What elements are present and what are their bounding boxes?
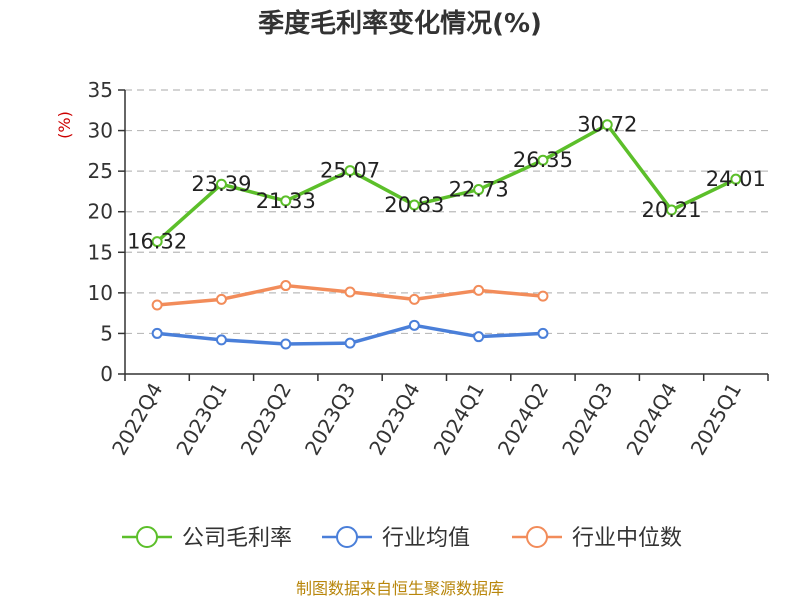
data-label: 23.39: [191, 172, 251, 196]
data-point: [344, 165, 356, 177]
series-1: [151, 319, 549, 350]
x-tick-label: 2024Q1: [429, 379, 489, 460]
legend-label: 行业均值: [382, 526, 470, 551]
legend-item: 行业中位数: [512, 526, 682, 551]
data-label: 26.35: [513, 148, 573, 172]
data-point: [537, 290, 549, 302]
series-line: [155, 122, 737, 243]
data-point: [280, 280, 292, 292]
legend-item: 公司毛利率: [122, 526, 292, 551]
y-axis-label: (%): [55, 111, 74, 139]
data-point: [344, 337, 356, 349]
data-label: 16.32: [127, 230, 187, 254]
y-tick-label: 15: [88, 240, 113, 264]
legend-marker: [336, 526, 358, 548]
data-point: [280, 195, 292, 207]
x-tick-label: 2023Q4: [364, 379, 424, 460]
data-label: 21.33: [256, 189, 316, 213]
data-label: 22.73: [449, 178, 509, 202]
x-tick-label: 2023Q2: [236, 379, 296, 460]
data-label: 30.72: [577, 113, 637, 137]
data-point: [151, 299, 163, 311]
data-point: [666, 204, 678, 216]
data-point: [408, 293, 420, 305]
data-label: 20.21: [641, 198, 701, 222]
y-tick-label: 30: [88, 119, 113, 143]
legend-marker: [136, 526, 158, 548]
y-tick-label: 25: [88, 159, 113, 183]
x-tick-label: 2023Q3: [300, 379, 360, 460]
x-tick-label: 2023Q1: [171, 379, 231, 460]
series-2: [151, 280, 549, 311]
chart-title: 季度毛利率变化情况(%): [258, 8, 542, 39]
data-point: [215, 293, 227, 305]
data-point: [473, 284, 485, 296]
data-point: [280, 338, 292, 350]
data-point: [408, 319, 420, 331]
y-tick-label: 20: [88, 200, 113, 224]
y-tick-label: 5: [100, 321, 113, 345]
data-point: [344, 286, 356, 298]
legend-marker: [526, 526, 548, 548]
y-tick-label: 0: [100, 362, 113, 386]
legend-label: 行业中位数: [572, 526, 682, 551]
x-tick-label: 2024Q4: [621, 379, 681, 460]
data-label-layer: 16.32 23.3921.3325.0720.8322.7326.3530.72…: [127, 113, 766, 254]
data-point: [151, 327, 163, 339]
y-tick-label: 35: [88, 78, 113, 102]
data-point: [537, 327, 549, 339]
series-0: [151, 119, 742, 248]
data-point: [537, 154, 549, 166]
series-layer: [151, 119, 742, 350]
x-tick-label: 2022Q4: [107, 379, 167, 460]
data-point: [408, 199, 420, 211]
x-tick-label: 2025Q1: [686, 379, 746, 460]
data-point: [601, 119, 613, 131]
data-point: [151, 236, 163, 248]
data-label: 20.83: [384, 193, 444, 217]
x-tick-label: 2024Q3: [557, 379, 617, 460]
x-tick-label: 2024Q2: [493, 379, 553, 460]
data-source-note: 制图数据来自恒生聚源数据库: [296, 579, 504, 598]
data-point: [730, 173, 742, 185]
legend-label: 公司毛利率: [182, 526, 292, 551]
legend: 公司毛利率 行业均值 行业中位数: [122, 526, 682, 551]
data-label: 25.07: [320, 159, 380, 183]
data-point: [215, 178, 227, 190]
data-point: [215, 334, 227, 346]
data-point: [473, 184, 485, 196]
legend-item: 行业均值: [322, 526, 470, 551]
y-tick-label: 10: [88, 281, 113, 305]
data-label: 24.01: [706, 167, 766, 191]
data-point: [473, 331, 485, 343]
